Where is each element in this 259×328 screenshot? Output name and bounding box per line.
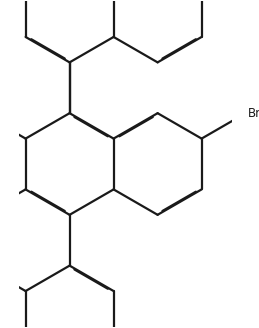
Text: Br: Br bbox=[248, 107, 259, 120]
